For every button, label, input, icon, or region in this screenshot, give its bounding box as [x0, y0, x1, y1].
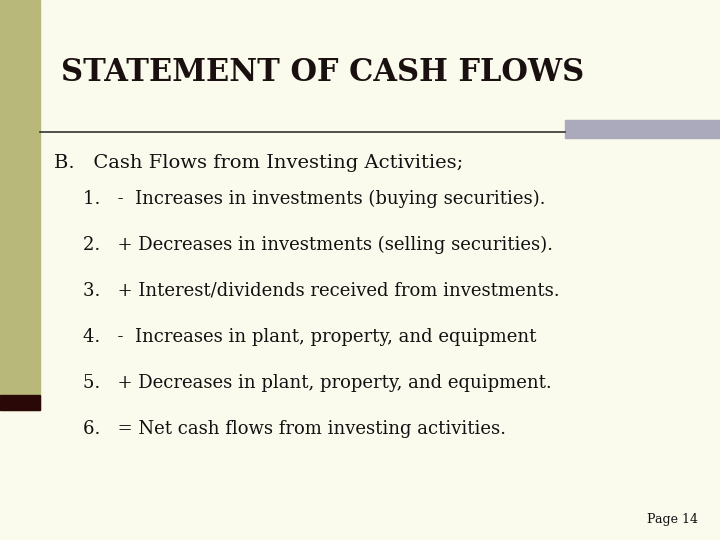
Bar [0, 0, 40, 410]
Text: STATEMENT OF CASH FLOWS: STATEMENT OF CASH FLOWS [61, 57, 585, 87]
Bar [0, 395, 40, 410]
Text: 1.   -  Increases in investments (buying securities).: 1. - Increases in investments (buying se… [83, 190, 545, 208]
Bar [565, 120, 720, 138]
Text: B.   Cash Flows from Investing Activities;: B. Cash Flows from Investing Activities; [54, 154, 463, 172]
Text: 6.   = Net cash flows from investing activities.: 6. = Net cash flows from investing activ… [83, 420, 505, 437]
Text: 4.   -  Increases in plant, property, and equipment: 4. - Increases in plant, property, and e… [83, 328, 536, 346]
Text: 5.   + Decreases in plant, property, and equipment.: 5. + Decreases in plant, property, and e… [83, 374, 552, 391]
Text: Page 14: Page 14 [647, 514, 698, 526]
Text: 2.   + Decreases in investments (selling securities).: 2. + Decreases in investments (selling s… [83, 236, 553, 254]
Text: 3.   + Interest/dividends received from investments.: 3. + Interest/dividends received from in… [83, 282, 559, 300]
